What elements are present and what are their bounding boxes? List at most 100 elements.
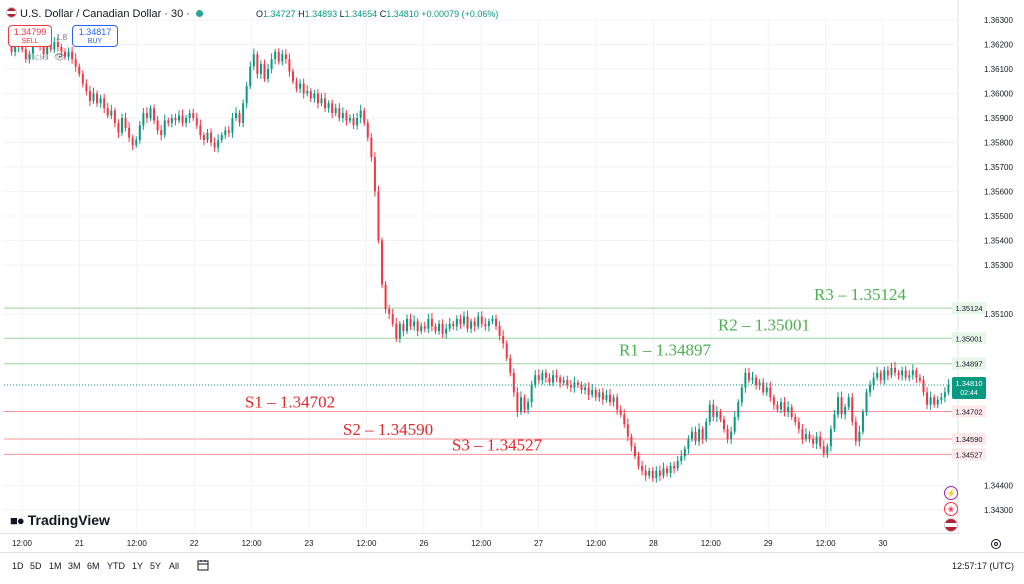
- candle-body[interactable]: [776, 404, 779, 410]
- candle-body[interactable]: [819, 436, 822, 447]
- candle-body[interactable]: [534, 375, 537, 386]
- candle-body[interactable]: [213, 142, 216, 148]
- candle-body[interactable]: [598, 392, 601, 398]
- candle-body[interactable]: [690, 431, 693, 439]
- candle-body[interactable]: [619, 409, 622, 415]
- candle-body[interactable]: [395, 323, 398, 339]
- candle-body[interactable]: [865, 392, 868, 412]
- candle-body[interactable]: [331, 103, 334, 114]
- candle-body[interactable]: [559, 377, 562, 383]
- candle-body[interactable]: [327, 103, 330, 109]
- candle-body[interactable]: [826, 446, 829, 454]
- candle-body[interactable]: [377, 191, 380, 241]
- candle-body[interactable]: [92, 93, 95, 101]
- candle-body[interactable]: [256, 54, 259, 74]
- candle-body[interactable]: [541, 372, 544, 381]
- candle-body[interactable]: [936, 399, 939, 405]
- candle-body[interactable]: [299, 83, 302, 89]
- candle-body[interactable]: [918, 377, 921, 381]
- candle-body[interactable]: [580, 385, 583, 390]
- candle-body[interactable]: [352, 118, 355, 126]
- candle-body[interactable]: [527, 402, 530, 410]
- candle-body[interactable]: [234, 113, 237, 118]
- candle-body[interactable]: [566, 380, 569, 386]
- candle-body[interactable]: [405, 318, 408, 332]
- candle-body[interactable]: [812, 438, 815, 444]
- settings-gear-icon[interactable]: [990, 538, 1002, 550]
- candle-body[interactable]: [60, 46, 63, 52]
- candle-body[interactable]: [623, 414, 626, 425]
- candle-body[interactable]: [145, 113, 148, 118]
- candle-body[interactable]: [854, 421, 857, 442]
- candle-body[interactable]: [769, 387, 772, 398]
- candle-body[interactable]: [448, 323, 451, 329]
- candle-body[interactable]: [381, 240, 384, 285]
- candle-body[interactable]: [252, 54, 255, 67]
- candle-body[interactable]: [858, 431, 861, 442]
- candle-body[interactable]: [370, 137, 373, 158]
- candle-body[interactable]: [765, 387, 768, 393]
- candle-body[interactable]: [420, 326, 423, 332]
- candle-body[interactable]: [128, 127, 131, 138]
- candle-body[interactable]: [224, 130, 227, 136]
- candle-body[interactable]: [270, 59, 273, 69]
- candle-body[interactable]: [359, 110, 362, 118]
- candle-body[interactable]: [491, 318, 494, 322]
- sell-button[interactable]: 1.34799 SELL: [8, 25, 52, 47]
- candle-body[interactable]: [562, 380, 565, 383]
- timeframe-6m[interactable]: 6M: [87, 561, 100, 571]
- candle-body[interactable]: [712, 404, 715, 417]
- candle-body[interactable]: [733, 416, 736, 432]
- candle-body[interactable]: [220, 135, 223, 141]
- candle-body[interactable]: [584, 387, 587, 390]
- candle-body[interactable]: [185, 118, 188, 123]
- candle-body[interactable]: [149, 108, 152, 118]
- candle-body[interactable]: [46, 44, 49, 55]
- candle-body[interactable]: [829, 429, 832, 447]
- candle-body[interactable]: [206, 132, 209, 141]
- candle-body[interactable]: [772, 397, 775, 405]
- candle-body[interactable]: [576, 382, 579, 386]
- candle-body[interactable]: [441, 323, 444, 334]
- candle-body[interactable]: [110, 110, 113, 116]
- candle-body[interactable]: [648, 470, 651, 476]
- candle-body[interactable]: [28, 54, 31, 60]
- candle-body[interactable]: [195, 118, 198, 126]
- candle-body[interactable]: [402, 323, 405, 332]
- candle-body[interactable]: [897, 372, 900, 376]
- candle-body[interactable]: [348, 118, 351, 121]
- candle-body[interactable]: [345, 113, 348, 121]
- candle-body[interactable]: [530, 385, 533, 403]
- candle-body[interactable]: [427, 318, 430, 329]
- candle-body[interactable]: [883, 370, 886, 381]
- candle-body[interactable]: [181, 115, 184, 123]
- candle-body[interactable]: [242, 103, 245, 123]
- candle-body[interactable]: [316, 93, 319, 104]
- candle-body[interactable]: [780, 402, 783, 410]
- candle-body[interactable]: [423, 326, 426, 329]
- candle-body[interactable]: [662, 468, 665, 476]
- candle-body[interactable]: [409, 318, 412, 327]
- candle-body[interactable]: [762, 382, 765, 393]
- candle-body[interactable]: [103, 98, 106, 109]
- candle-body[interactable]: [633, 446, 636, 457]
- candle-body[interactable]: [434, 326, 437, 332]
- candle-body[interactable]: [587, 387, 590, 395]
- candle-body[interactable]: [890, 367, 893, 376]
- candle-body[interactable]: [459, 318, 462, 324]
- candle-body[interactable]: [947, 385, 950, 393]
- timeframe-3m[interactable]: 3M: [68, 561, 81, 571]
- candle-body[interactable]: [227, 130, 230, 133]
- candle-body[interactable]: [14, 46, 17, 52]
- candle-body[interactable]: [245, 86, 248, 104]
- candle-body[interactable]: [758, 382, 761, 386]
- candle-body[interactable]: [847, 397, 850, 408]
- candle-body[interactable]: [398, 323, 401, 339]
- candle-body[interactable]: [295, 81, 298, 89]
- candle-body[interactable]: [840, 397, 843, 415]
- candle-body[interactable]: [199, 125, 202, 136]
- candle-body[interactable]: [673, 465, 676, 469]
- candle-body[interactable]: [288, 59, 291, 72]
- candle-body[interactable]: [747, 372, 750, 381]
- candle-body[interactable]: [53, 42, 56, 50]
